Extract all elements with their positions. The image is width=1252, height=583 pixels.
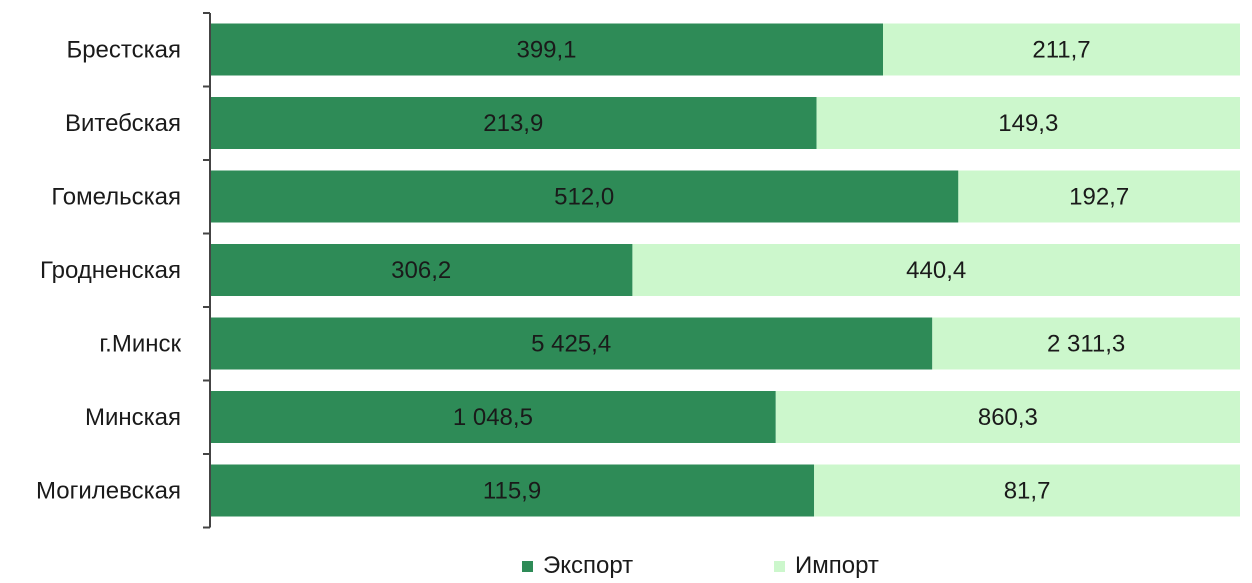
data-label-export: 1 048,5	[453, 404, 533, 431]
data-label-import: 440,4	[906, 257, 966, 284]
data-label-export: 5 425,4	[531, 331, 611, 358]
category-label: Минская	[85, 404, 181, 431]
bar-export	[210, 97, 817, 149]
bar-export	[210, 23, 884, 76]
bar-import	[632, 244, 1240, 296]
data-label-import: 2 311,3	[1047, 331, 1125, 358]
category-label: Гродненская	[40, 257, 181, 284]
data-label-export: 399,1	[516, 37, 576, 64]
legend-item-import: Импорт	[774, 552, 879, 580]
bar-import	[816, 97, 1240, 149]
category-label: Гомельская	[51, 184, 181, 211]
bar-export	[210, 391, 776, 443]
data-label-export: 213,9	[483, 110, 543, 137]
data-label-import: 211,7	[1032, 37, 1090, 64]
bar-export	[210, 317, 933, 370]
bar-import	[932, 317, 1240, 370]
bars-group: 399,1 211,7 213,9 149,3 512,0 192,7 306,2 440,4…	[210, 23, 1240, 517]
bar-export	[210, 244, 633, 296]
data-label-export: 306,2	[391, 257, 451, 284]
category-axis: Брестская Витебская Гомельская Гродненская г…	[36, 12, 211, 529]
data-label-export: 115,9	[483, 478, 541, 505]
data-label-export: 512,0	[554, 184, 614, 211]
bar-import	[883, 23, 1240, 76]
legend-swatch-export	[522, 560, 533, 572]
legend: Экспорт Импорт	[0, 552, 1252, 583]
data-label-import: 81,7	[1004, 478, 1051, 505]
bar-export	[210, 170, 959, 223]
stacked-bar-chart: 399,1 211,7 213,9 149,3 512,0 192,7 306,2 440,4…	[36, 12, 1240, 529]
data-label-import: 860,3	[978, 404, 1038, 431]
legend-swatch-import	[774, 560, 785, 572]
category-label: г.Минск	[99, 331, 181, 358]
bar-export	[210, 464, 815, 517]
category-label: Витебская	[65, 110, 181, 137]
category-label: Могилевская	[36, 478, 181, 505]
bar-import	[775, 391, 1240, 443]
category-label: Брестская	[66, 37, 181, 64]
legend-label-import: Импорт	[795, 552, 879, 579]
data-label-import: 192,7	[1069, 184, 1129, 211]
legend-label-export: Экспорт	[543, 552, 634, 579]
data-label-import: 149,3	[998, 110, 1058, 137]
bar-import	[958, 170, 1240, 223]
bar-import	[814, 464, 1240, 517]
legend-item-export: Экспорт	[522, 552, 633, 580]
